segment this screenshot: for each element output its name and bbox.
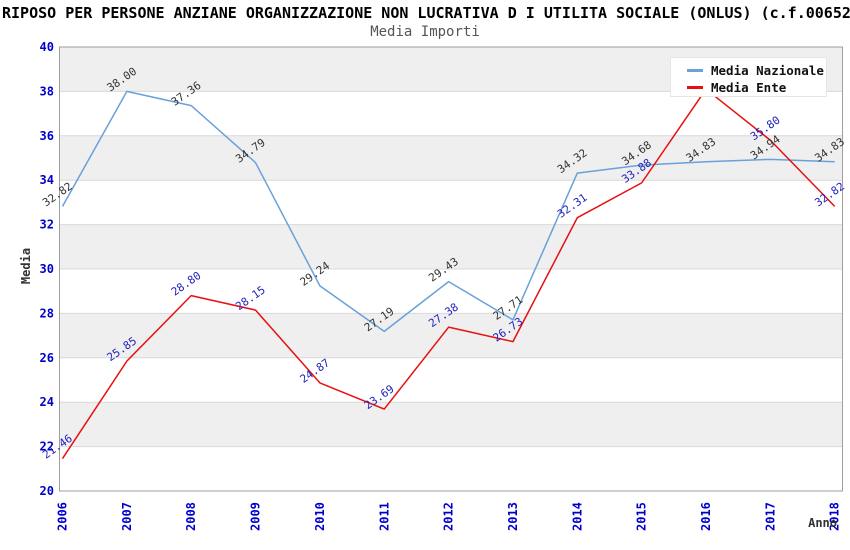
legend-swatch-media-ente [687,86,703,89]
plot-band [59,180,843,225]
x-tick-label: 2006 [56,502,70,531]
y-tick-label: 32 [40,218,54,232]
x-tick-label: 2013 [506,502,520,531]
x-tick-label: 2011 [377,502,391,531]
x-tick-label: 2008 [184,502,198,531]
y-axis-title: Media [19,248,33,284]
plot-band [59,91,843,136]
x-tick-label: 2007 [120,502,134,531]
y-tick-label: 20 [40,484,54,498]
x-tick-label: 2009 [249,502,263,531]
legend: Media Nazionale Media Ente [670,57,827,97]
x-tick-label: 2012 [442,502,456,531]
plot-band [59,402,843,447]
x-tick-label: 2015 [635,502,649,531]
y-tick-label: 22 [40,440,54,454]
plot-band [59,269,843,314]
plot-band [59,357,843,403]
y-tick-label: 36 [40,129,54,143]
plot-band [59,446,843,491]
plot-band [59,135,843,181]
x-tick-label: 2018 [828,502,842,531]
y-tick-label: 40 [40,40,54,54]
legend-label-media-ente: Media Ente [711,80,787,95]
y-tick-label: 24 [40,395,54,409]
legend-item-media-nazionale: Media Nazionale [687,62,826,79]
x-tick-label: 2016 [699,502,713,531]
y-tick-label: 28 [40,306,54,320]
legend-item-media-ente: Media Ente [687,79,826,96]
x-tick-label: 2010 [313,502,327,531]
legend-label-media-nazionale: Media Nazionale [711,63,824,78]
y-tick-label: 26 [40,351,54,365]
y-tick-label: 34 [40,173,54,187]
x-tick-label: 2017 [763,502,777,531]
chart-title: RIPOSO PER PERSONE ANZIANE ORGANIZZAZION… [2,4,850,22]
plot-band [59,224,843,269]
chart-subtitle: Media Importi [370,24,480,40]
x-tick-label: 2014 [570,502,584,531]
x-axis-title: Anno [808,516,837,530]
series-line-media-nazionale [61,90,835,333]
y-tick-label: 38 [40,84,54,98]
plot-frame [59,46,843,492]
y-tick-label: 30 [40,262,54,276]
plot-band [59,313,843,358]
legend-swatch-media-nazionale [687,69,703,72]
